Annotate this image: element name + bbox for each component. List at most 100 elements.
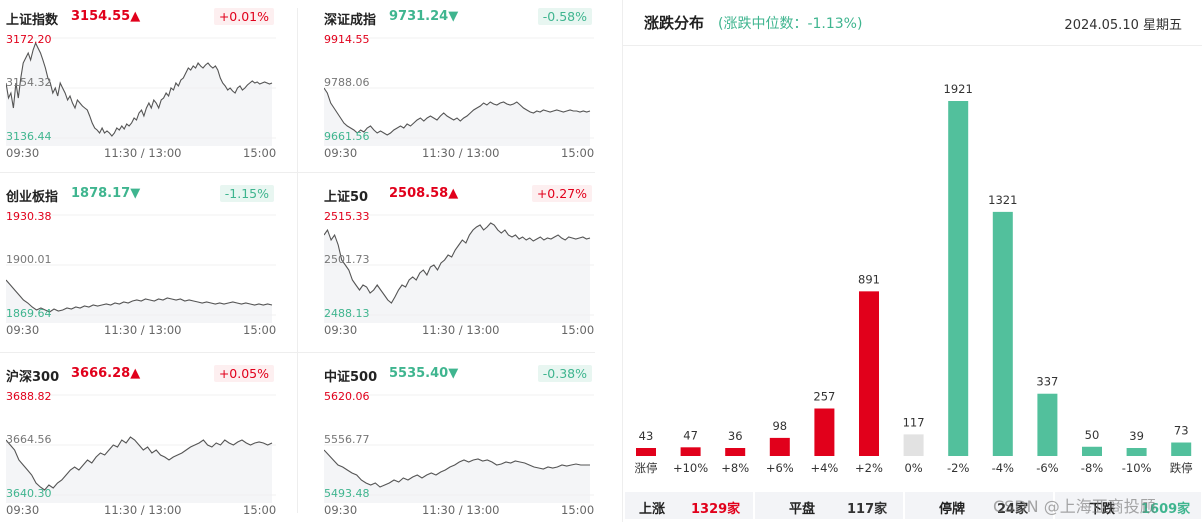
- index-name: 深证成指: [324, 13, 377, 28]
- card-header: 深证成指 9731.24▼ -0.58%: [324, 8, 594, 28]
- index-name: 上证指数: [6, 13, 59, 28]
- bar-value-label: 117: [903, 415, 925, 429]
- x-mid-label: 11:30 / 13:00: [422, 503, 500, 517]
- y-min-label: 3136.44: [6, 130, 52, 143]
- y-mid-label: 9788.06: [324, 76, 370, 89]
- x-mid-label: 11:30 / 13:00: [422, 146, 500, 160]
- price-line: [6, 279, 273, 313]
- intraday-line: [324, 394, 594, 503]
- price-line: [324, 449, 590, 488]
- index-value: 5535.40▼: [389, 366, 458, 381]
- card-header: 上证50 2508.58▲ +0.27%: [324, 185, 594, 205]
- bar-category-label: -6%: [1036, 461, 1058, 475]
- x-end-label: 15:00: [561, 323, 595, 337]
- up-arrow-icon: ▲: [448, 186, 459, 201]
- header-divider: [623, 45, 1202, 46]
- card-header: 上证指数 3154.55▲ +0.01%: [6, 8, 276, 28]
- x-end-label: 15:00: [243, 323, 277, 337]
- x-end-label: 15:00: [561, 503, 595, 517]
- intraday-chart: 5620.06 5556.77 5493.48: [324, 387, 594, 503]
- x-end-label: 15:00: [561, 146, 595, 160]
- x-start-label: 09:30: [6, 323, 40, 337]
- bar-category-label: -4%: [992, 461, 1014, 475]
- x-mid-label: 11:30 / 13:00: [104, 146, 182, 160]
- bar-7: [948, 101, 969, 456]
- bar-value-label: 1921: [944, 82, 973, 96]
- bar-value-label: 50: [1085, 428, 1100, 442]
- x-end-label: 15:00: [243, 146, 277, 160]
- bar-category-label: -10%: [1122, 461, 1152, 475]
- bar-category-label: -2%: [947, 461, 969, 475]
- card-header: 中证500 5535.40▼ -0.38%: [324, 365, 594, 385]
- sse-50-card[interactable]: 上证50 2508.58▲ +0.27% 2515.33 2501.73 248…: [324, 177, 594, 347]
- index-value: 3666.28▲: [71, 366, 140, 381]
- x-start-label: 09:30: [324, 503, 358, 517]
- szse-component-card[interactable]: 深证成指 9731.24▼ -0.58% 9914.55 9788.06 966…: [324, 0, 594, 170]
- bar-1: [680, 447, 701, 456]
- x-mid-label: 11:30 / 13:00: [104, 323, 182, 337]
- fall-label: 下跌: [1089, 502, 1116, 517]
- intraday-chart: 3172.20 3154.32 3136.44: [6, 30, 276, 146]
- y-min-label: 5493.48: [324, 487, 370, 500]
- bar-value-label: 257: [813, 390, 835, 404]
- bar-category-label: +2%: [855, 461, 883, 475]
- y-mid-label: 1900.01: [6, 253, 52, 266]
- intraday-area: [324, 88, 590, 146]
- suspended-label: 停牌: [939, 502, 966, 517]
- watermark: CSDN @上海亚商投顾: [993, 497, 1156, 516]
- y-max-label: 1930.38: [6, 210, 52, 223]
- bar-value-label: 36: [728, 429, 743, 443]
- price-line: [6, 436, 273, 491]
- y-min-label: 2488.13: [324, 307, 370, 320]
- change-badge: +0.05%: [213, 365, 274, 382]
- intraday-chart: 1930.38 1900.01 1869.64: [6, 207, 276, 323]
- bar-11: [1126, 448, 1147, 456]
- bar-4: [814, 408, 835, 456]
- price-line: [324, 222, 591, 304]
- fall-count: 1609家: [1141, 502, 1191, 517]
- bar-category-label: +8%: [721, 461, 749, 475]
- y-min-label: 9661.56: [324, 130, 370, 143]
- bar-value-label: 43: [639, 429, 654, 443]
- bar-value-label: 891: [858, 272, 880, 286]
- change-badge: +0.01%: [213, 8, 274, 25]
- csi-500-card[interactable]: 中证500 5535.40▼ -0.38% 5620.06 5556.77 54…: [324, 357, 594, 522]
- y-min-label: 3640.30: [6, 487, 52, 500]
- bar-value-label: 337: [1036, 375, 1058, 389]
- row-divider: [0, 172, 595, 173]
- y-max-label: 3172.20: [6, 33, 52, 46]
- chinext-card[interactable]: 创业板指 1878.17▼ -1.15% 1930.38 1900.01 186…: [6, 177, 276, 347]
- bar-12: [1171, 442, 1192, 456]
- y-mid-label: 3664.56: [6, 433, 52, 446]
- csi-300-card[interactable]: 沪深300 3666.28▲ +0.05% 3688.82 3664.56 36…: [6, 357, 276, 522]
- card-header: 沪深300 3666.28▲ +0.05%: [6, 365, 276, 385]
- index-name: 创业板指: [6, 190, 59, 205]
- bar-category-label: +4%: [810, 461, 838, 475]
- x-start-label: 09:30: [324, 146, 358, 160]
- bar-5: [859, 291, 879, 456]
- bar-category-label: 涨停: [635, 461, 658, 475]
- index-value: 1878.17▼: [71, 186, 140, 201]
- y-min-label: 1869.64: [6, 307, 52, 320]
- x-end-label: 15:00: [243, 503, 277, 517]
- bar-value-label: 39: [1129, 429, 1144, 443]
- bar-2: [725, 448, 746, 456]
- x-start-label: 09:30: [324, 323, 358, 337]
- rise-count-box: 上涨 1329家: [625, 492, 753, 519]
- distribution-title: 涨跌分布: [644, 14, 705, 32]
- x-start-label: 09:30: [6, 146, 40, 160]
- sse-composite-card[interactable]: 上证指数 3154.55▲ +0.01% 3172.20 3154.32 313…: [6, 0, 276, 170]
- index-price: 9731.24: [389, 9, 449, 24]
- y-max-label: 3688.82: [6, 390, 52, 403]
- down-arrow-icon: ▼: [448, 366, 459, 381]
- trade-date: 2024.05.10 星期五: [1064, 18, 1182, 33]
- suspended-count-box: 停牌 24家: [905, 492, 1053, 519]
- x-mid-label: 11:30 / 13:00: [422, 323, 500, 337]
- fall-count-box: 下跌 1609家: [1055, 492, 1201, 519]
- bar-category-label: +10%: [673, 461, 708, 475]
- bar-value-label: 47: [683, 428, 698, 442]
- bar-0: [636, 448, 656, 456]
- index-name: 上证50: [324, 190, 369, 205]
- y-max-label: 9914.55: [324, 33, 370, 46]
- y-mid-label: 2501.73: [324, 253, 370, 266]
